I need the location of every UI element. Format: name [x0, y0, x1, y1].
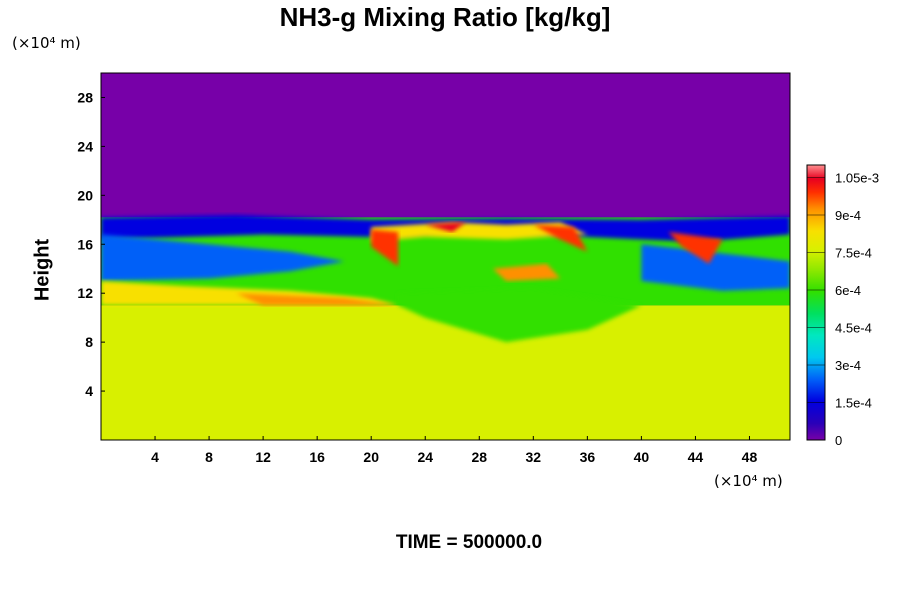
chart-title: NH3-g Mixing Ratio [kg/kg] [279, 2, 611, 32]
region-lower [101, 305, 790, 440]
colorbar-tick-label: 3e-4 [835, 358, 861, 373]
pink-blob [425, 222, 466, 232]
colorbar-bar [806, 164, 826, 441]
y-tick-label: 4 [85, 383, 93, 399]
x-tick-label: 32 [526, 449, 542, 465]
x-tick-label: 24 [417, 449, 433, 465]
y-axis-unit: (×10⁴ m) [12, 34, 81, 52]
x-tick-label: 20 [363, 449, 379, 465]
colorbar: 0 1.5e-4 3e-4 4.5e-4 6e-4 7.5e-4 9e-4 1.05e-3 [806, 164, 879, 448]
y-tick-label: 8 [85, 334, 93, 350]
red-blob-4 [668, 232, 723, 264]
colorbar-tick-label: 0 [835, 433, 842, 448]
x-tick-label: 44 [688, 449, 704, 465]
x-tick-label: 48 [742, 449, 758, 465]
cyan-left [101, 234, 345, 281]
x-tick-label: 16 [309, 449, 325, 465]
data-field [101, 73, 790, 440]
y-tick-label: 20 [77, 187, 93, 203]
x-tick-label: 4 [151, 449, 159, 465]
x-tick-label: 36 [580, 449, 596, 465]
x-tick-label: 8 [205, 449, 213, 465]
orange-top [371, 222, 588, 242]
green-plume [398, 288, 642, 343]
colorbar-tick-label: 4.5e-4 [835, 321, 872, 336]
red-blob-2 [533, 224, 588, 252]
red-left [236, 293, 399, 306]
colorbar-tick-label: 1.05e-3 [835, 171, 879, 186]
colorbar-tick-label: 1.5e-4 [835, 396, 872, 411]
x-tick-label: 40 [634, 449, 650, 465]
y-tick-label: 12 [77, 285, 93, 301]
y-tick-label: 16 [77, 236, 93, 252]
x-tick-label: 12 [255, 449, 271, 465]
y-tick-label: 28 [77, 89, 93, 105]
y-tick-label: 24 [77, 138, 93, 154]
cyan-right [641, 244, 790, 291]
red-blob-1 [371, 229, 399, 267]
colorbar-tick-label: 9e-4 [835, 208, 861, 223]
x-axis-unit: (×10⁴ m) [714, 472, 783, 490]
plot-frame [100, 72, 791, 441]
time-footer: TIME = 500000.0 [395, 532, 543, 553]
red-blob-3 [492, 263, 561, 281]
colorbar-tick-label: 7.5e-4 [835, 246, 872, 261]
x-tick-label: 28 [471, 449, 487, 465]
colorbar-tick-label: 6e-4 [835, 283, 861, 298]
